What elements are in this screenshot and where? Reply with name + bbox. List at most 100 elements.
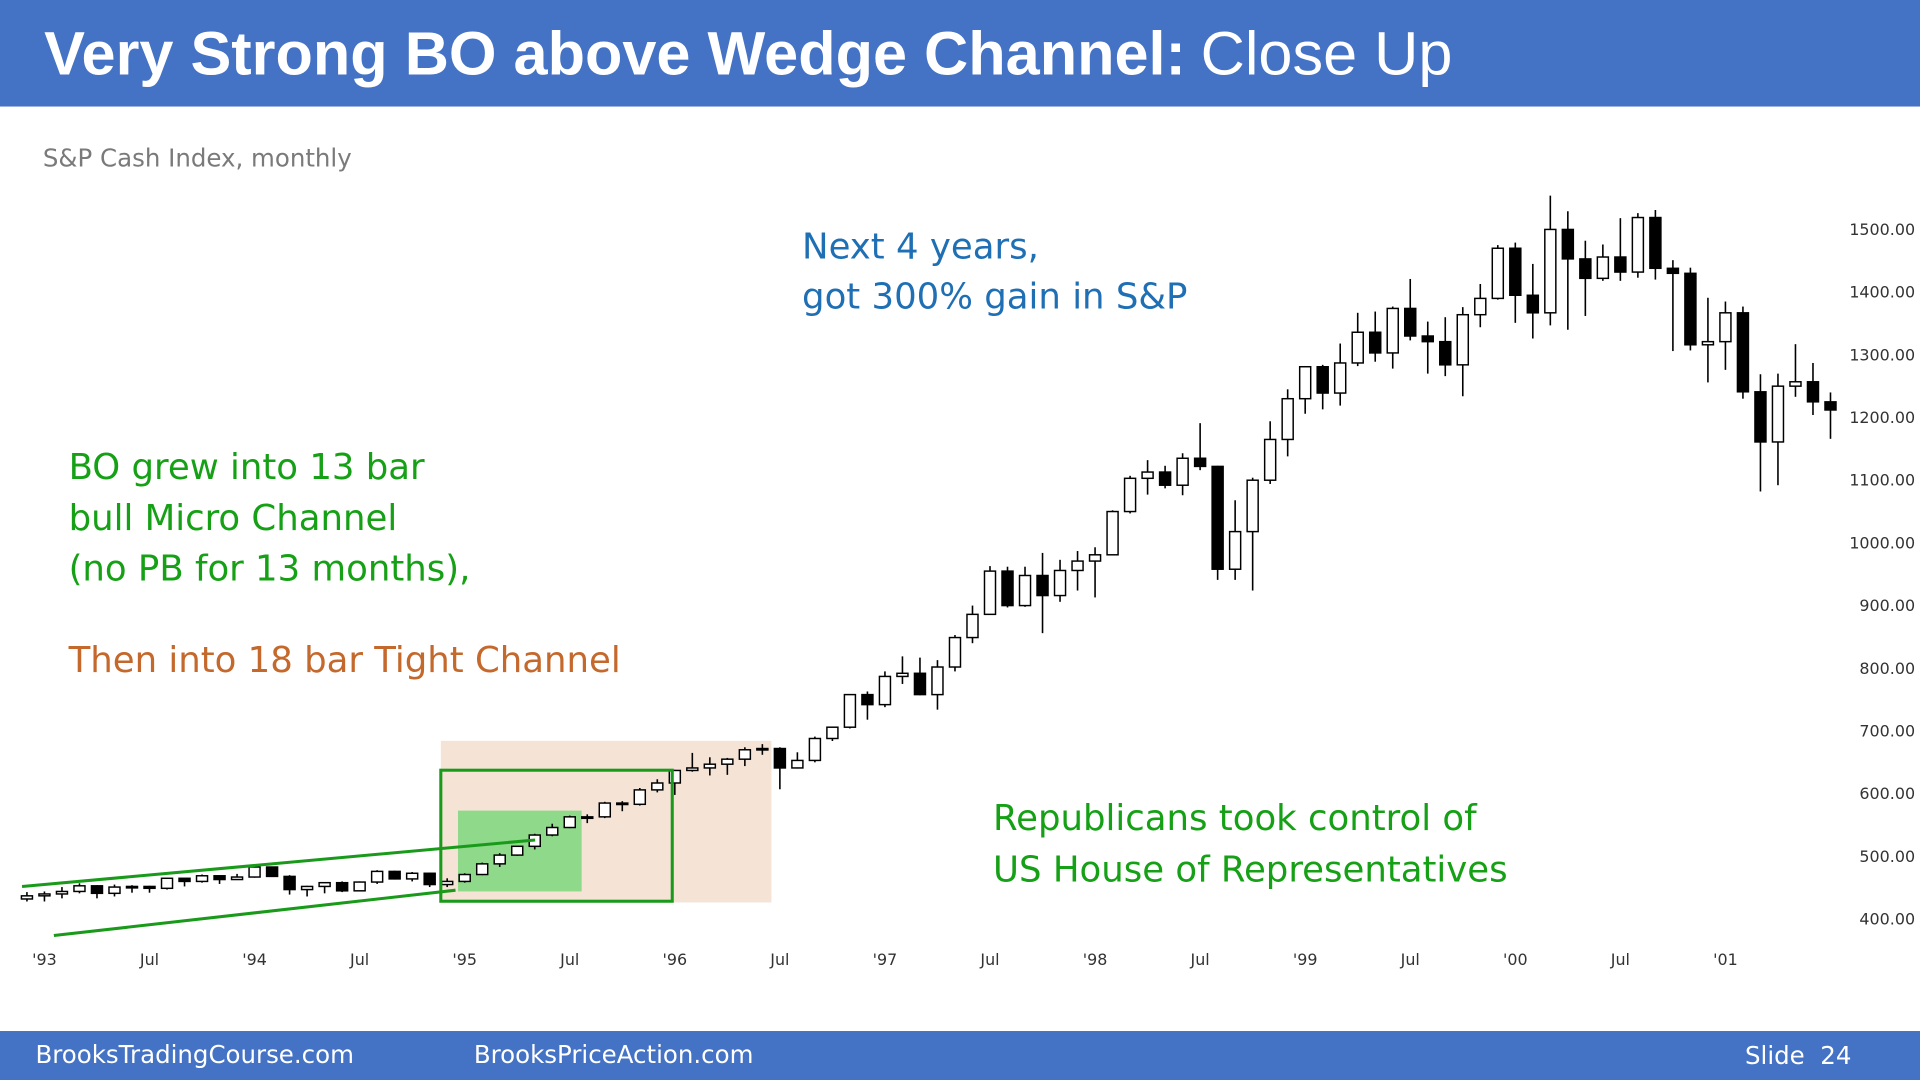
candle-body bbox=[300, 885, 314, 891]
candle-body bbox=[1053, 569, 1067, 597]
candle-body bbox=[1193, 457, 1207, 468]
candle-body bbox=[510, 845, 524, 856]
candle-body bbox=[1246, 479, 1259, 533]
candle-body bbox=[1824, 401, 1837, 411]
x-tick-label: Jul bbox=[139, 950, 159, 969]
candle-body bbox=[1158, 471, 1172, 486]
candle-body bbox=[1176, 457, 1189, 486]
candle-body bbox=[878, 675, 892, 706]
x-tick-label: '96 bbox=[663, 950, 688, 969]
candle-body bbox=[1491, 247, 1505, 300]
title-rest: Close Up bbox=[1201, 20, 1453, 88]
candle-body bbox=[108, 886, 121, 895]
candle-body bbox=[931, 666, 944, 696]
candle-body bbox=[1123, 477, 1137, 513]
candle-body bbox=[1631, 216, 1645, 273]
x-tick-label: '95 bbox=[452, 950, 477, 969]
candle-body bbox=[1719, 312, 1732, 343]
footer-band bbox=[0, 1031, 1920, 1080]
candle-body bbox=[1018, 574, 1032, 607]
y-tick-label: 500.00 bbox=[1859, 847, 1915, 866]
candle-body bbox=[1684, 272, 1697, 346]
annotation: Then into 18 bar Tight Channel bbox=[68, 640, 621, 681]
candle-body bbox=[1649, 216, 1662, 270]
annotation: Republicans took control of US House of … bbox=[993, 798, 1508, 890]
candle-body bbox=[686, 767, 699, 772]
wedge-upper-line bbox=[21, 838, 536, 889]
candle-body bbox=[143, 885, 156, 890]
candle-body bbox=[1211, 465, 1224, 570]
candle-body bbox=[948, 636, 962, 668]
candle-body bbox=[1298, 365, 1312, 400]
candle-body bbox=[896, 672, 909, 678]
candle-body bbox=[703, 763, 717, 769]
y-tick-label: 1300.00 bbox=[1849, 345, 1915, 364]
candle-body bbox=[1474, 297, 1487, 316]
candle-body bbox=[581, 816, 594, 820]
candle-body bbox=[440, 880, 454, 886]
x-tick-label: '98 bbox=[1083, 950, 1108, 969]
candle-body bbox=[598, 802, 612, 818]
x-tick-label: Jul bbox=[349, 950, 369, 969]
x-tick-label: Jul bbox=[1190, 950, 1210, 969]
candle-body bbox=[1316, 365, 1329, 394]
y-tick-label: 1500.00 bbox=[1849, 220, 1915, 239]
annotation-line: Then into 18 bar Tight Channel bbox=[68, 640, 621, 681]
candle-body bbox=[651, 782, 664, 791]
breakout-box bbox=[439, 768, 674, 903]
candle-body bbox=[1386, 307, 1399, 354]
candle-body bbox=[1141, 471, 1154, 480]
y-tick-label: 800.00 bbox=[1859, 659, 1915, 678]
candle-body bbox=[1333, 362, 1347, 394]
candle-body bbox=[405, 872, 419, 880]
candle-body bbox=[1789, 381, 1802, 387]
candle-body bbox=[1421, 335, 1434, 343]
candle-body bbox=[633, 789, 647, 806]
y-tick-label: 900.00 bbox=[1859, 596, 1915, 615]
candle-body bbox=[1806, 381, 1820, 403]
y-tick-label: 1200.00 bbox=[1849, 408, 1915, 427]
candle-body bbox=[1071, 560, 1084, 572]
candle-body bbox=[55, 890, 69, 895]
candle-body bbox=[1579, 258, 1592, 280]
candle-body bbox=[178, 877, 191, 883]
candle-body bbox=[668, 769, 682, 784]
candle-body bbox=[90, 885, 104, 895]
candle-body bbox=[248, 866, 261, 878]
candle-body bbox=[826, 726, 839, 740]
candle-body bbox=[1614, 256, 1627, 273]
candle-body bbox=[773, 747, 787, 769]
candle-body bbox=[1596, 256, 1610, 280]
y-tick-label: 700.00 bbox=[1859, 721, 1915, 740]
candle-body bbox=[1771, 385, 1785, 443]
candles bbox=[20, 195, 1837, 902]
candle-body bbox=[1439, 340, 1452, 366]
x-tick-label: '99 bbox=[1293, 950, 1318, 969]
x-tick-label: '00 bbox=[1503, 950, 1528, 969]
annotation-line: got 300% gain in S&P bbox=[802, 277, 1187, 318]
axes: 400.00 500.00 600.00 700.00 800.00 900.00 1000… bbox=[32, 220, 1915, 969]
candle-body bbox=[1544, 228, 1557, 314]
annotation-line: Republicans took control of bbox=[993, 798, 1478, 839]
candle-body bbox=[283, 875, 296, 891]
candle-body bbox=[546, 826, 559, 836]
candle-body bbox=[913, 672, 927, 696]
x-tick-label: Jul bbox=[979, 950, 999, 969]
candle-body bbox=[370, 870, 384, 883]
x-tick-label: Jul bbox=[1610, 950, 1630, 969]
y-tick-label: 600.00 bbox=[1859, 784, 1915, 803]
candle-body bbox=[125, 885, 139, 889]
candle-body bbox=[1368, 331, 1382, 354]
candle-body bbox=[38, 893, 51, 897]
annotation-line: US House of Representatives bbox=[993, 850, 1508, 891]
title-bold: Very Strong BO above Wedge Channel: bbox=[44, 20, 1186, 88]
x-tick-label: '93 bbox=[32, 950, 57, 969]
candle-body bbox=[1263, 438, 1277, 481]
candle-body bbox=[475, 863, 489, 876]
annotation-line: (no PB for 13 months), bbox=[69, 548, 471, 589]
candle-body bbox=[213, 875, 226, 881]
x-tick-label: Jul bbox=[559, 950, 579, 969]
wedge-lower-line bbox=[53, 888, 456, 938]
